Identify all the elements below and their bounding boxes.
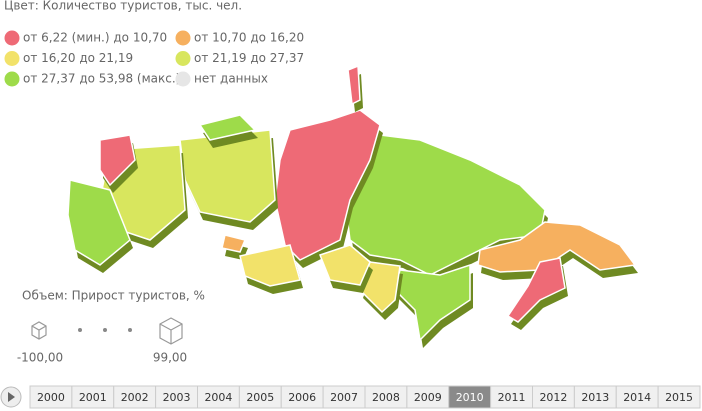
year-label: 2015 [665,391,693,404]
year-label: 2014 [623,391,651,404]
year-label: 2002 [121,391,149,404]
region [344,134,546,276]
size-legend-title: Объем: Прирост туристов, % [22,289,205,303]
region [99,134,136,187]
legend-title: Цвет: Количество туристов, тыс. чел. [4,0,242,13]
year-label: 2008 [372,391,400,404]
region [319,244,371,286]
year-label: 2012 [539,391,567,404]
legend-swatch[interactable] [175,51,191,66]
play-button[interactable] [0,386,22,408]
region [394,263,471,342]
year-label: 2010 [456,391,484,404]
region [239,244,301,287]
year-label: 2006 [288,391,316,404]
legend-label: от 27,37 до 53,98 (макс.) [23,72,180,86]
legend-swatch[interactable] [4,51,20,66]
region [221,234,247,253]
year-label: 2005 [246,391,274,404]
size-legend-dots [78,328,132,332]
year-label: 2007 [330,391,358,404]
region [347,64,361,106]
year-label: 2011 [498,391,526,404]
legend-swatch[interactable] [175,71,191,87]
legend-swatch[interactable] [4,30,20,46]
year-label: 2003 [163,391,191,404]
region [198,114,257,141]
region [477,221,637,273]
year-label: 2001 [79,391,107,404]
size-legend-icons [31,317,183,345]
region [67,179,131,266]
region-map [67,64,638,348]
legend-label: нет данных [194,72,268,86]
legend-label: от 16,20 до 21,19 [23,51,133,65]
legend-swatch[interactable] [4,71,20,87]
year-button[interactable] [657,385,701,409]
year-label: 2013 [581,391,609,404]
year-label: 2000 [37,391,65,404]
size-min-label: -100,00 [17,351,63,365]
region [506,257,566,323]
legend-label: от 21,19 до 27,37 [194,51,304,65]
legend-swatch[interactable] [175,30,191,46]
size-max-label: 99,00 [153,351,187,365]
legend-label: от 10,70 до 16,20 [194,31,304,45]
year-label: 2004 [204,391,232,404]
year-label: 2009 [414,391,442,404]
legend-label: от 6,22 (мин.) до 10,70 [23,31,167,45]
